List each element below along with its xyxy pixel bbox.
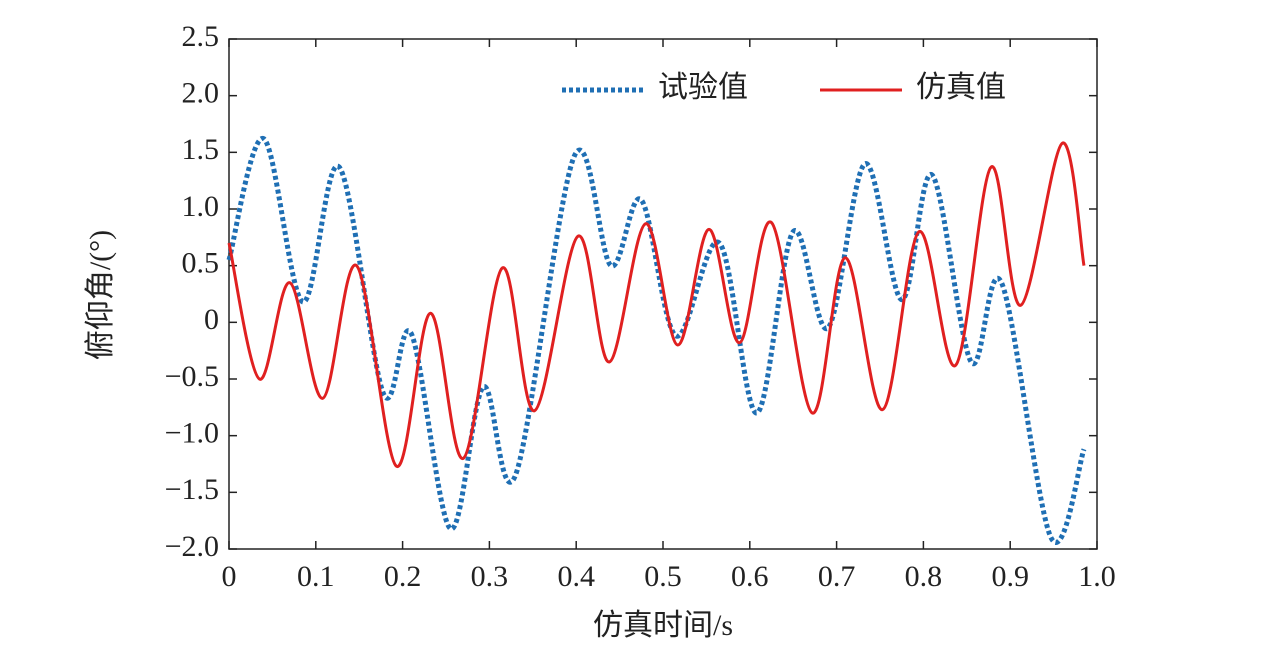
y-tick-label: −1.0 [165, 417, 219, 450]
x-tick-label: 0.9 [991, 560, 1029, 593]
x-tick-label: 0.5 [644, 560, 682, 593]
x-tick-label: 0.6 [731, 560, 769, 593]
y-tick-label: 2.0 [182, 77, 220, 110]
series-line [226, 136, 1087, 545]
x-tick-label: 0.8 [905, 560, 943, 593]
y-tick-label: −0.5 [165, 360, 219, 393]
x-tick-label: 0 [222, 560, 237, 593]
y-tick-label: 0.5 [182, 247, 220, 280]
y-tick-label: −2.0 [165, 530, 219, 563]
x-tick-label: 0.4 [557, 560, 595, 593]
x-tick-label: 0.2 [384, 560, 422, 593]
x-tick-label: 0.7 [818, 560, 856, 593]
legend-label: 仿真值 [916, 71, 1006, 104]
x-tick-label: 0.3 [471, 560, 509, 593]
y-tick-label: 2.5 [182, 20, 220, 53]
x-tick-label: 0.1 [297, 560, 335, 593]
y-axis-label: 俯仰角/(°) [84, 230, 117, 360]
y-tick-label: 0 [204, 303, 219, 336]
y-tick-label: 1.5 [182, 133, 220, 166]
series-line [227, 141, 1086, 468]
y-tick-label: −1.5 [165, 473, 219, 506]
legend-label: 试验值 [658, 71, 748, 104]
y-tick-label: 1.0 [182, 190, 220, 223]
x-tick-label: 1.0 [1078, 560, 1116, 593]
x-axis-label: 仿真时间/s [593, 609, 733, 642]
